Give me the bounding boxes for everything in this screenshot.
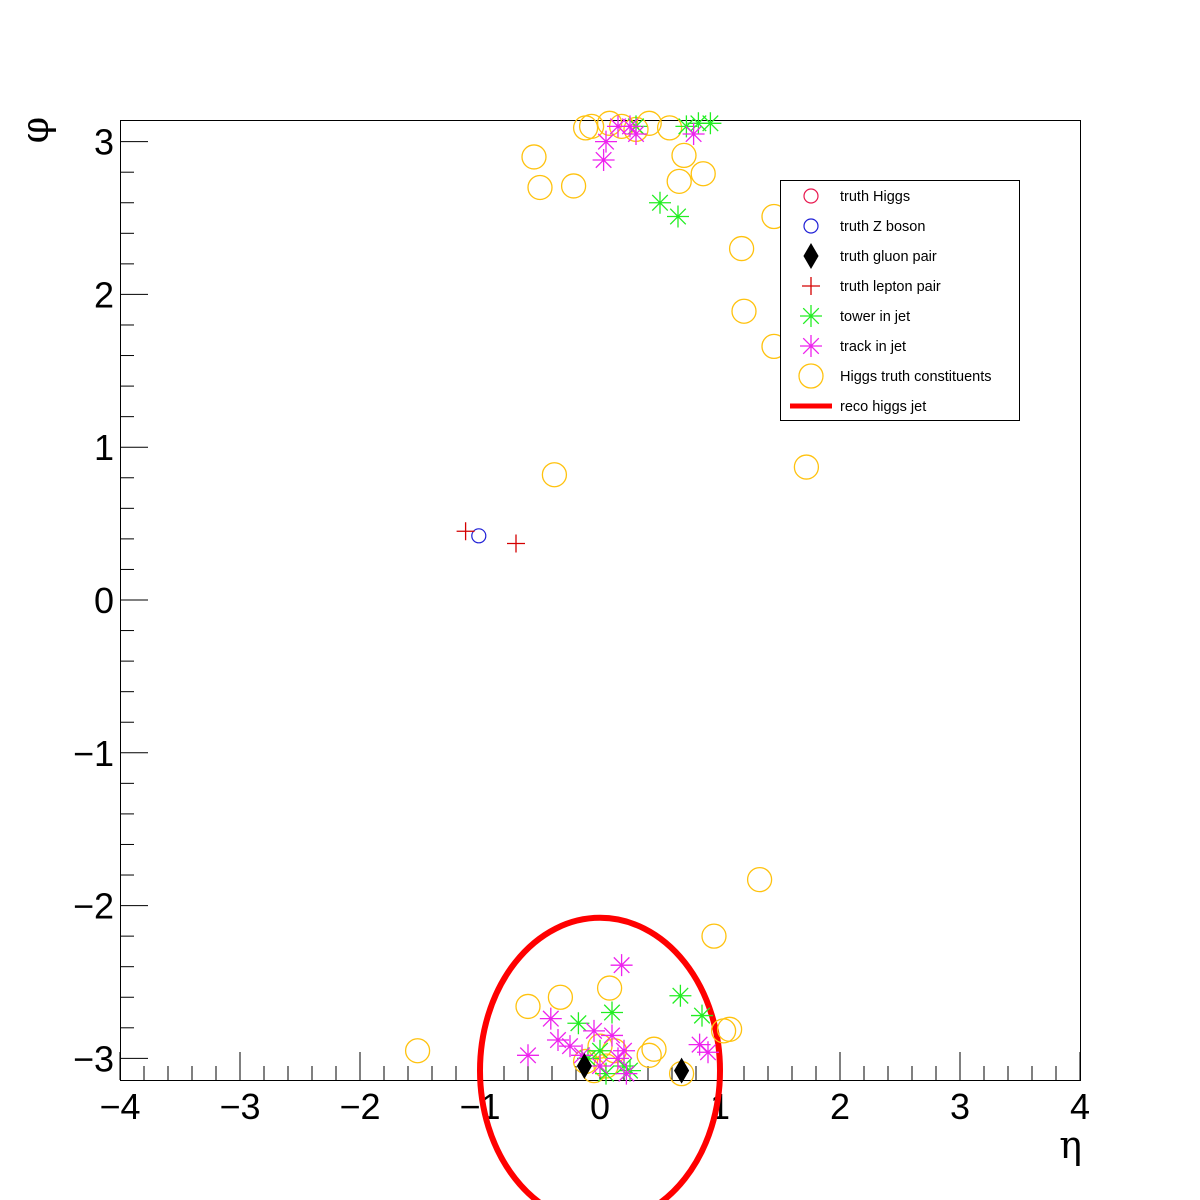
truth-gluon-pair-point — [576, 1053, 592, 1079]
track-in-jet-point — [517, 1044, 539, 1067]
higgs-truth-constituents-point — [793, 454, 820, 480]
y-axis-title: φ — [13, 117, 57, 144]
higgs-truth-constituents-point — [547, 984, 574, 1010]
higgs-truth-constituents-point — [746, 866, 773, 893]
legend: truth Higgs truth Z boson truth gluon pair… — [780, 180, 1020, 421]
higgs-truth-constituents-point — [716, 1016, 743, 1042]
legend-label-truth-lepton-pair: truth lepton pair — [840, 279, 941, 295]
higgs-truth-constituents-point — [636, 1042, 662, 1068]
higgs-truth-constituents-point — [560, 173, 587, 199]
x-tick-label: 4 — [1070, 1086, 1090, 1127]
legend-swatch-truth-z-boson — [803, 218, 819, 234]
truth-gluon-pair-point — [674, 1057, 690, 1084]
track-in-jet-point — [583, 1019, 605, 1042]
y-tick-label: −2 — [73, 886, 114, 927]
track-in-jet-point — [610, 954, 633, 977]
higgs-truth-constituents-point — [666, 168, 692, 195]
tower-in-jet-point — [649, 191, 671, 214]
track-in-jet-point — [607, 1047, 629, 1070]
track-in-jet-point — [607, 115, 629, 138]
y-tick-label: 1 — [94, 427, 114, 468]
x-tick-label: −2 — [339, 1086, 380, 1127]
tower-in-jet-point — [699, 112, 722, 135]
higgs-truth-constituents-point — [731, 298, 757, 324]
higgs-truth-constituents-point — [541, 462, 568, 488]
legend-swatch-truth-higgs — [803, 188, 819, 204]
track-in-jet-point — [697, 1041, 719, 1064]
track-in-jet-point — [688, 1033, 711, 1056]
track-in-jet-point — [539, 1007, 562, 1030]
track-in-jet-point — [619, 115, 641, 138]
track-in-jet-point — [601, 1024, 623, 1047]
x-tick-label: −4 — [99, 1086, 140, 1127]
higgs-truth-constituents-point — [656, 115, 683, 141]
tower-in-jet-point — [601, 1001, 623, 1024]
y-tick-label: 2 — [94, 274, 114, 315]
higgs-truth-constituents-point — [515, 993, 541, 1020]
higgs-truth-constituents-point — [701, 923, 727, 949]
x-tick-label: 0 — [590, 1086, 610, 1127]
track-in-jet-point — [595, 130, 617, 153]
track-in-jet-point — [625, 122, 647, 145]
y-tick-label: −3 — [73, 1038, 114, 1079]
higgs-truth-constituents-point — [690, 161, 716, 187]
tower-in-jet-point — [613, 1055, 635, 1077]
tower-in-jet-point — [595, 1062, 617, 1085]
legend-label-truth-gluon-pair: truth gluon pair — [840, 249, 937, 265]
tower-in-jet-point — [589, 1039, 611, 1062]
track-in-jet-point — [571, 1044, 593, 1067]
legend-label-tower-in-jet: tower in jet — [840, 309, 910, 325]
higgs-truth-constituents-point — [671, 142, 697, 169]
track-in-jet-point — [589, 1055, 611, 1077]
legend-swatch-track-in-jet — [800, 335, 822, 357]
tower-in-jet-point — [669, 984, 692, 1007]
legend-box — [780, 180, 1020, 421]
higgs-truth-constituents-point — [578, 113, 605, 140]
x-tick-label: −3 — [219, 1086, 260, 1127]
track-in-jet-point — [615, 1062, 638, 1085]
x-tick-label: 3 — [950, 1086, 970, 1127]
higgs-truth-constituents-point — [527, 174, 553, 201]
legend-label-higgs-truth-constituents: Higgs truth constituents — [840, 369, 992, 385]
higgs-truth-constituents-point — [596, 975, 623, 1001]
track-in-jet-point — [559, 1035, 581, 1058]
truth-lepton-pair-point — [456, 522, 475, 541]
track-in-jet-point — [592, 148, 615, 171]
x-axis-title: η — [1059, 1123, 1082, 1167]
legend-swatch-tower-in-jet — [800, 305, 822, 327]
tower-in-jet-point — [577, 1047, 599, 1070]
legend-swatch-higgs-truth-constituents — [798, 363, 824, 389]
y-tick-label: 3 — [94, 122, 114, 163]
higgs-truth-constituents-point — [641, 1036, 667, 1062]
x-tick-label: 2 — [830, 1086, 850, 1127]
track-in-jet-point — [547, 1029, 569, 1052]
y-tick-label: 0 — [94, 580, 114, 621]
tower-in-jet-point — [667, 205, 689, 228]
track-in-jet-point — [613, 1039, 635, 1062]
reco-jet-ellipse — [477, 914, 723, 1200]
higgs-truth-constituents-point — [521, 144, 547, 170]
higgs-truth-constituents-point — [636, 110, 662, 136]
higgs-truth-constituents-point — [728, 235, 755, 262]
track-in-jet-point — [682, 122, 705, 145]
legend-swatch-truth-gluon-pair — [803, 243, 819, 269]
tower-in-jet-point — [691, 1004, 713, 1027]
legend-label-reco-higgs-jet: reco higgs jet — [840, 399, 926, 415]
legend-label-truth-higgs: truth Higgs — [840, 189, 910, 205]
tower-in-jet-point — [687, 112, 710, 135]
legend-label-track-in-jet: track in jet — [840, 339, 906, 355]
data-points — [404, 110, 820, 1087]
legend-swatch-truth-lepton-pair — [802, 277, 820, 295]
truth-lepton-pair-point — [507, 534, 525, 553]
truth-z-boson-point — [471, 528, 487, 544]
y-tick-label: −1 — [73, 733, 114, 774]
higgs-truth-constituents-point — [404, 1038, 431, 1064]
reco-higgs-jet-circle — [477, 914, 723, 1200]
legend-label-truth-z-boson: truth Z boson — [840, 219, 925, 235]
tower-in-jet-point — [567, 1012, 590, 1035]
